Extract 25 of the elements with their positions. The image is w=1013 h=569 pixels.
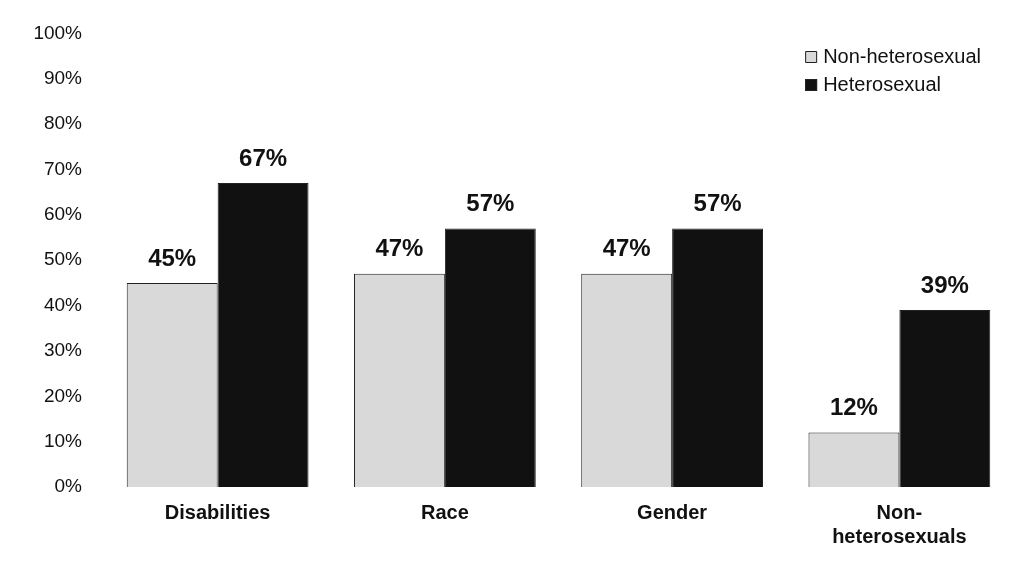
x-tick-label: Non-heterosexuals: [832, 500, 967, 547]
data-label: 57%: [466, 189, 515, 217]
y-tick-label: 50%: [43, 248, 83, 270]
data-label: 67%: [239, 143, 288, 171]
y-tick-label: 30%: [43, 339, 83, 361]
y-tick-label: 80%: [43, 112, 83, 134]
x-tick-label: Race: [420, 500, 469, 523]
data-label: 12%: [829, 393, 878, 421]
data-label: 45%: [148, 243, 197, 271]
data-label: 47%: [602, 234, 651, 262]
y-tick-label: 0%: [54, 475, 83, 497]
y-tick-label: 60%: [43, 203, 83, 225]
y-tick-label: 70%: [43, 157, 83, 179]
y-tick-label: 100%: [33, 21, 83, 43]
data-label: 57%: [693, 189, 742, 217]
y-tick-label: 10%: [43, 429, 83, 451]
x-tick-label: Gender: [637, 500, 708, 523]
data-label: 47%: [375, 234, 424, 262]
y-tick-label: 20%: [43, 384, 83, 406]
y-tick-label: 40%: [43, 293, 83, 315]
x-tick-label: Disabilities: [164, 500, 271, 523]
legend-label: Non-heterosexual: [823, 44, 981, 67]
legend-label: Heterosexual: [823, 72, 941, 95]
y-tick-label: 90%: [43, 66, 83, 88]
data-label: 39%: [920, 270, 969, 298]
